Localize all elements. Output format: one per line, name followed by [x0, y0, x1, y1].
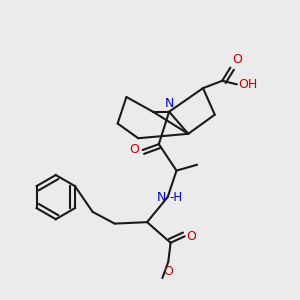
Text: N: N — [164, 97, 174, 110]
Text: O: O — [129, 143, 139, 157]
Text: N: N — [157, 190, 166, 204]
Text: O: O — [163, 266, 173, 278]
Text: -H: -H — [169, 190, 182, 204]
Text: OH: OH — [238, 78, 258, 91]
Text: O: O — [186, 230, 196, 243]
Text: O: O — [232, 53, 242, 66]
